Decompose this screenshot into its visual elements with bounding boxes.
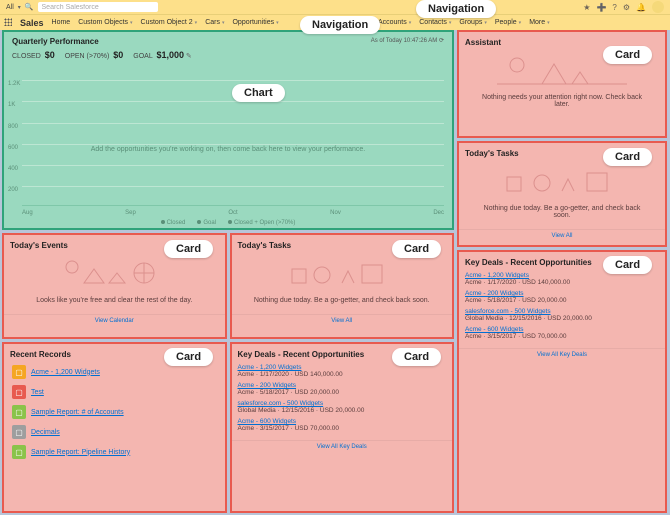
nav-opportunities[interactable]: Opportunities▾ — [232, 19, 278, 26]
key-deals-card-left: Key Deals - Recent Opportunities Acme - … — [230, 342, 455, 513]
kpi-open: OPEN (>70%) $0 — [65, 50, 124, 60]
deal-item[interactable]: Acme - 200 WidgetsAcme · 5/18/2017 · USD… — [465, 288, 659, 306]
record-icon: ▢ — [12, 405, 26, 419]
deal-subtitle: Acme · 5/18/2017 · USD 20,000.00 — [465, 297, 659, 304]
record-item[interactable]: ▢ Test — [10, 382, 219, 402]
events-illustration — [10, 253, 219, 293]
tasks-message-right: Nothing due today. Be a go-getter, and c… — [465, 201, 659, 223]
chart-legend: Closed Goal Closed + Open (>70%) — [4, 220, 452, 226]
deal-item[interactable]: salesforce.com - 500 WidgetsGlobal Media… — [465, 306, 659, 324]
deal-title[interactable]: Acme - 200 Widgets — [465, 290, 659, 297]
chart-title: Quarterly Performance — [12, 37, 99, 46]
deal-subtitle: Acme · 5/18/2017 · USD 20,000.00 — [238, 389, 447, 396]
app-launcher-icon[interactable] — [4, 18, 12, 28]
record-item[interactable]: ▢ Sample Report: Pipeline History — [10, 442, 219, 462]
record-link[interactable]: Decimals — [31, 429, 60, 436]
annotation-card-4: Card — [392, 348, 441, 366]
refresh-icon[interactable]: ⟳ — [439, 38, 444, 44]
chart-asof: As of Today 10:47:26 AM ⟳ — [371, 37, 444, 46]
deal-title[interactable]: salesforce.com - 500 Widgets — [465, 308, 659, 315]
deal-item[interactable]: Acme - 200 WidgetsAcme · 5/18/2017 · USD… — [238, 380, 447, 398]
annotation-card-2: Card — [392, 240, 441, 258]
record-link[interactable]: Test — [31, 389, 44, 396]
tasks-illustration-right — [465, 161, 659, 201]
search-input[interactable] — [38, 2, 158, 12]
deal-title[interactable]: salesforce.com - 500 Widgets — [238, 400, 447, 407]
kpi-closed: CLOSED $0 — [12, 50, 55, 60]
kpi-goal: GOAL $1,000 ✎ — [133, 50, 192, 60]
record-item[interactable]: ▢ Decimals — [10, 422, 219, 442]
record-icon: ▢ — [12, 385, 26, 399]
deal-subtitle: Global Media · 12/15/2016 · USD 20,000.0… — [238, 407, 447, 414]
scope-selector[interactable]: All — [6, 4, 14, 11]
record-item[interactable]: ▢ Sample Report: # of Accounts — [10, 402, 219, 422]
deal-title[interactable]: Acme - 600 Widgets — [238, 418, 447, 425]
tasks-message: Nothing due today. Be a go-getter, and c… — [238, 293, 447, 308]
nav-custom-objects[interactable]: Custom Objects▾ — [78, 19, 132, 26]
deal-subtitle: Acme · 3/15/2017 · USD 70,000.00 — [238, 425, 447, 432]
recent-records-card: Recent Records ▢Acme - 1,200 Widgets▢Tes… — [2, 342, 227, 513]
nav-custom-object-2[interactable]: Custom Object 2▾ — [141, 19, 198, 26]
chart-empty-message: Add the opportunities you're working on,… — [4, 146, 452, 153]
record-icon: ▢ — [12, 445, 26, 459]
nav-cars[interactable]: Cars▾ — [205, 19, 224, 26]
nav-groups[interactable]: Groups▾ — [459, 19, 486, 26]
view-all-deals-link-right[interactable]: View All Key Deals — [459, 348, 665, 361]
avatar[interactable] — [652, 1, 664, 13]
help-icon[interactable]: ? — [612, 3, 616, 12]
key-deals-card-right: Key Deals - Recent Opportunities Acme - … — [457, 250, 667, 513]
notification-icon[interactable]: 🔔 — [636, 3, 646, 12]
annotation-card-1: Card — [164, 240, 213, 258]
view-all-tasks-link[interactable]: View All — [232, 314, 453, 327]
nav-home[interactable]: Home — [52, 19, 71, 26]
favorite-icon[interactable]: ★ — [583, 3, 590, 12]
deal-item[interactable]: salesforce.com - 500 WidgetsGlobal Media… — [238, 398, 447, 416]
chart-plot-area: 1.2K 1K 800 600 400 200 — [22, 80, 444, 206]
events-message: Looks like you're free and clear the res… — [10, 293, 219, 308]
record-link[interactable]: Sample Report: Pipeline History — [31, 449, 130, 456]
annotation-card-3: Card — [164, 348, 213, 366]
nav-more[interactable]: More▾ — [529, 19, 549, 26]
chevron-down-icon: ▾ — [18, 4, 21, 11]
nav-people[interactable]: People▾ — [495, 19, 521, 26]
global-header: All ▾ 🔍 ★ ➕ ? ⚙ 🔔 — [0, 0, 670, 14]
annotation-chart: Chart — [232, 84, 285, 102]
deal-subtitle: Acme · 1/17/2020 · USD 140,000.00 — [238, 371, 447, 378]
chart-xticks: AugSepOctNovDec — [22, 210, 444, 216]
view-all-deals-link[interactable]: View All Key Deals — [232, 440, 453, 453]
view-calendar-link[interactable]: View Calendar — [4, 314, 225, 327]
record-icon: ▢ — [12, 425, 26, 439]
deal-title[interactable]: Acme - 600 Widgets — [465, 326, 659, 333]
deal-item[interactable]: Acme - 600 WidgetsAcme · 3/15/2017 · USD… — [465, 324, 659, 342]
annotation-navigation-2: Navigation — [300, 16, 380, 34]
quarterly-performance-chart: Quarterly Performance As of Today 10:47:… — [2, 30, 454, 230]
nav-accounts[interactable]: Accounts▾ — [378, 19, 411, 26]
annotation-card-6: Card — [603, 148, 652, 166]
record-link[interactable]: Acme - 1,200 Widgets — [31, 369, 100, 376]
deal-subtitle: Global Media · 12/15/2016 · USD 20,000.0… — [465, 315, 659, 322]
add-icon[interactable]: ➕ — [596, 3, 606, 12]
nav-contacts[interactable]: Contacts▾ — [419, 19, 451, 26]
assistant-message: Nothing needs your attention right now. … — [465, 90, 659, 112]
record-icon: ▢ — [12, 365, 26, 379]
app-name: Sales — [20, 18, 44, 28]
annotation-navigation: Navigation — [416, 0, 496, 18]
annotation-card-7: Card — [603, 256, 652, 274]
annotation-card-5: Card — [603, 46, 652, 64]
deal-title[interactable]: Acme - 200 Widgets — [238, 382, 447, 389]
tasks-illustration — [238, 253, 447, 293]
deal-subtitle: Acme · 1/17/2020 · USD 140,000.00 — [465, 279, 659, 286]
deal-subtitle: Acme · 3/15/2017 · USD 70,000.00 — [465, 333, 659, 340]
deal-item[interactable]: Acme - 600 WidgetsAcme · 3/15/2017 · USD… — [238, 416, 447, 434]
record-link[interactable]: Sample Report: # of Accounts — [31, 409, 124, 416]
view-all-tasks-link-right[interactable]: View All — [459, 229, 665, 242]
search-icon: 🔍 — [25, 3, 34, 11]
gear-icon[interactable]: ⚙ — [623, 3, 630, 12]
pencil-icon[interactable]: ✎ — [186, 53, 192, 60]
